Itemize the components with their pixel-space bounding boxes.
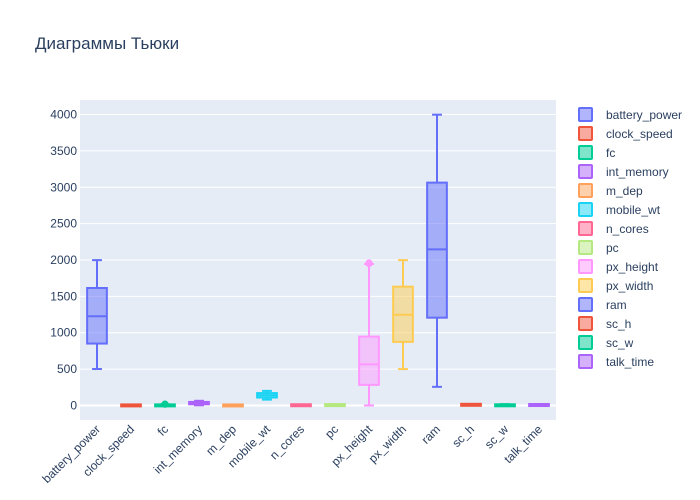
box-px_width <box>392 259 414 371</box>
legend-label: m_dep <box>606 184 643 198</box>
box-m_dep <box>222 403 244 408</box>
y-tick-label: 500 <box>57 362 77 376</box>
legend-swatch <box>578 183 593 198</box>
legend-swatch <box>578 278 593 293</box>
x-tick-label: ram <box>419 422 444 447</box>
box-iqr <box>358 335 380 386</box>
y-tick-label: 2000 <box>50 253 77 267</box>
x-tick-label: n_cores <box>267 422 307 462</box>
box-clock_speed <box>120 403 142 408</box>
legend-swatch <box>578 164 593 179</box>
legend-label: sc_h <box>606 317 631 331</box>
legend-item-int_memory[interactable]: int_memory <box>578 164 669 179</box>
y-tick-label: 3000 <box>50 180 77 194</box>
x-tick-label: sc_w <box>482 422 511 451</box>
legend-label: px_width <box>606 279 653 293</box>
legend-item-battery_power[interactable]: battery_power <box>578 107 682 122</box>
legend-label: n_cores <box>606 222 649 236</box>
box-sc_h <box>460 402 482 407</box>
y-tick-label: 0 <box>70 398 77 412</box>
x-tick-label: sc_h <box>449 422 477 450</box>
box-fc <box>154 400 176 408</box>
legend-item-fc[interactable]: fc <box>578 145 615 160</box>
legend-swatch <box>578 354 593 369</box>
legend-label: sc_w <box>606 336 634 350</box>
chart-title: Диаграммы Тьюки <box>35 34 180 53</box>
x-tick-label: pc <box>322 422 341 441</box>
box-int_memory <box>188 399 210 407</box>
y-tick-label: 3500 <box>50 144 77 158</box>
box-mobile_wt <box>256 389 278 401</box>
legend-label: clock_speed <box>606 127 673 141</box>
y-tick-label: 1500 <box>50 289 77 303</box>
legend-item-clock_speed[interactable]: clock_speed <box>578 126 673 141</box>
legend-label: pc <box>606 241 619 255</box>
legend-swatch <box>578 259 593 274</box>
box-n_cores <box>290 403 312 408</box>
legend-label: int_memory <box>606 165 669 179</box>
box-battery_power <box>86 259 108 371</box>
x-tick-label: px_width <box>366 422 409 465</box>
legend-swatch <box>578 297 593 312</box>
x-tick-label: talk_time <box>501 422 545 466</box>
y-axis-ticks: 0 500 1000 1500 2000 2500 3000 3500 4000 <box>50 108 77 413</box>
outlier-point <box>365 259 373 267</box>
legend-swatch <box>578 107 593 122</box>
legend-item-ram[interactable]: ram <box>578 297 627 312</box>
legend-item-m_dep[interactable]: m_dep <box>578 183 643 198</box>
box-pc <box>324 403 346 408</box>
y-tick-label: 4000 <box>50 108 77 122</box>
legend-label: px_height <box>606 260 659 274</box>
legend-swatch <box>578 221 593 236</box>
x-tick-label: fc <box>155 422 172 439</box>
legend-swatch <box>578 145 593 160</box>
box-px_height <box>358 259 380 407</box>
legend-swatch <box>578 202 593 217</box>
legend-item-pc[interactable]: pc <box>578 240 619 255</box>
legend-item-sc_w[interactable]: sc_w <box>578 335 634 350</box>
legend-label: talk_time <box>606 355 654 369</box>
legend-item-sc_h[interactable]: sc_h <box>578 316 631 331</box>
legend-swatch <box>578 316 593 331</box>
outlier-point <box>161 400 169 408</box>
legend-label: battery_power <box>606 108 682 122</box>
legend-swatch <box>578 335 593 350</box>
boxes <box>86 113 550 408</box>
legend-item-mobile_wt[interactable]: mobile_wt <box>578 202 661 217</box>
box-ram <box>426 113 448 388</box>
legend-label: mobile_wt <box>606 203 661 217</box>
legend-swatch <box>578 240 593 255</box>
box-talk_time <box>528 403 550 408</box>
legend-label: ram <box>606 298 627 312</box>
x-tick-label: battery_power <box>39 422 103 486</box>
legend-item-n_cores[interactable]: n_cores <box>578 221 649 236</box>
y-tick-label: 1000 <box>50 326 77 340</box>
legend-item-px_width[interactable]: px_width <box>578 278 653 293</box>
y-tick-label: 2500 <box>50 217 77 231</box>
legend-swatch <box>578 126 593 141</box>
legend-item-talk_time[interactable]: talk_time <box>578 354 654 369</box>
box-sc_w <box>494 403 516 408</box>
legend-label: fc <box>606 146 615 160</box>
legend-item-px_height[interactable]: px_height <box>578 259 659 274</box>
